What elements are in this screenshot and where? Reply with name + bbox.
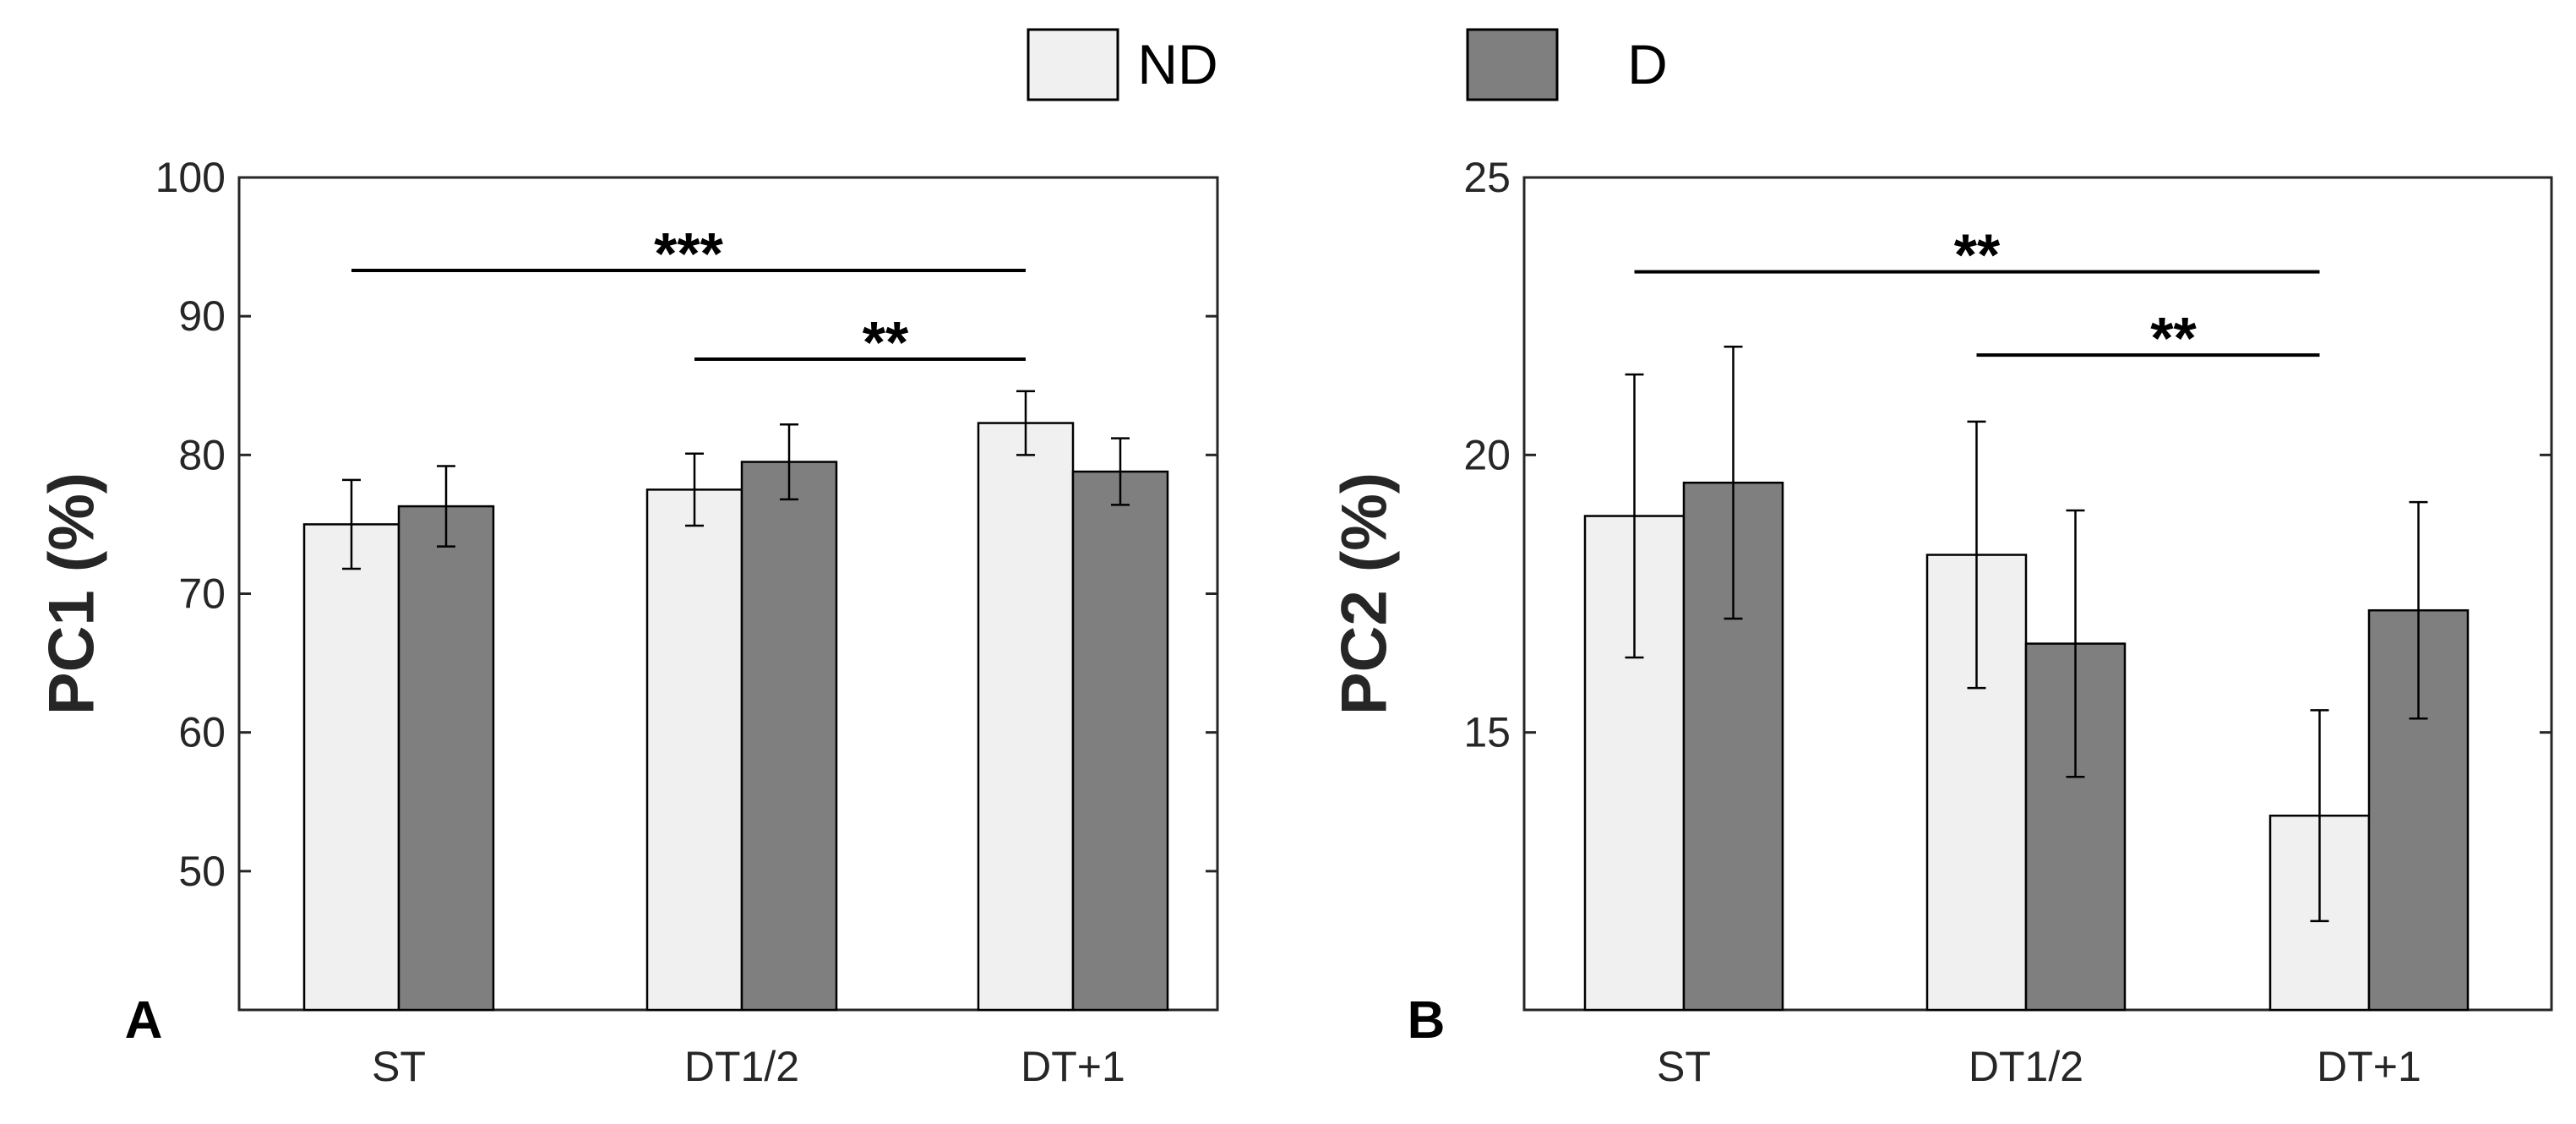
- panel-a-ytick-label-80: 80: [178, 431, 226, 478]
- panel-a-ytick-label-60: 60: [178, 709, 226, 756]
- panel-a-y-axis-label: PC1 (%): [36, 472, 108, 715]
- panel-a-bar-nd-2: [977, 422, 1075, 1012]
- panel-a-bar-d-1: [740, 461, 838, 1012]
- panel-a-ytick-label-70: 70: [178, 570, 226, 618]
- panel-b-xtick-label-2: DT+1: [2317, 1043, 2421, 1090]
- panel-a-ytick-label-90: 90: [178, 292, 226, 340]
- legend-swatch-d: [1466, 28, 1559, 101]
- panel-a-xtick-label-1: DT1/2: [684, 1043, 799, 1090]
- panel-a-panel-letter: A: [125, 991, 163, 1050]
- panel-a-bar-d-2: [1071, 470, 1169, 1012]
- panel-a-significance-label-0: ***: [654, 221, 723, 286]
- panel-a-bar-nd-1: [645, 488, 743, 1012]
- panel-a-significance-label-1: **: [863, 309, 909, 375]
- panel-b-ytick-label-25: 25: [1463, 154, 1511, 201]
- legend: ND D: [1027, 28, 1668, 101]
- panel-b-y-axis-label: PC2 (%): [1329, 472, 1401, 715]
- panel-b-panel-letter: B: [1408, 991, 1446, 1050]
- panel-a-xtick-label-2: DT+1: [1021, 1043, 1125, 1090]
- panel-b-xtick-label-1: DT1/2: [1969, 1043, 2083, 1090]
- panel-a-ytick-label-50: 50: [178, 848, 226, 895]
- panel-a-ytick-label-100: 100: [155, 154, 226, 201]
- legend-label-d: D: [1627, 33, 1668, 95]
- panel-a-bar-d-0: [397, 505, 495, 1012]
- panel-b-ytick-label-20: 20: [1463, 431, 1511, 478]
- legend-swatch-nd: [1027, 28, 1119, 101]
- panel-b-xtick-label-0: ST: [1657, 1043, 1711, 1090]
- panel-a-xtick-label-0: ST: [372, 1043, 426, 1090]
- panel-b-ytick-label-15: 15: [1463, 709, 1511, 756]
- panel-a-bar-nd-0: [302, 523, 400, 1012]
- panel-b: 15 20 25 ST DT1/2 DT+1 ** ** PC2 (%) B: [1329, 154, 2553, 1090]
- panel-b-significance-label-1: **: [2150, 305, 2197, 371]
- legend-label-nd: ND: [1137, 33, 1217, 95]
- panel-b-significance-label-0: **: [1954, 222, 2001, 288]
